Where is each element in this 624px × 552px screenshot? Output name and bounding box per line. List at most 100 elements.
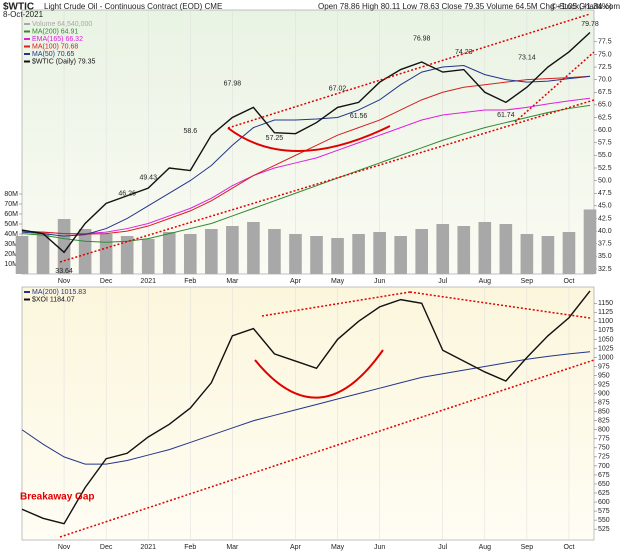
price-label: 67.98 bbox=[224, 81, 242, 88]
y-tick-label: 52.5 bbox=[598, 165, 612, 172]
x-tick-label: Jun bbox=[374, 278, 385, 285]
price-label: 76.98 bbox=[413, 35, 431, 42]
volume-bar bbox=[162, 232, 176, 274]
volume-bar bbox=[310, 236, 323, 274]
legend-label: MA(100) 70.68 bbox=[32, 43, 78, 50]
volume-bar bbox=[331, 238, 344, 274]
price-label: 67.02 bbox=[329, 86, 347, 93]
price-line bbox=[21, 65, 591, 237]
y-tick-label: 75.0 bbox=[598, 51, 612, 58]
x-tick-label: Aug bbox=[479, 278, 492, 285]
y-tick-label: 725 bbox=[598, 454, 610, 461]
x-tick-label: 2021 bbox=[140, 544, 156, 551]
price-line bbox=[21, 97, 591, 235]
y-tick-label: 950 bbox=[598, 372, 610, 379]
title: $WTIC bbox=[3, 2, 34, 13]
x-tick-label: Nov bbox=[58, 278, 71, 285]
volume-bar bbox=[36, 232, 50, 274]
trendlines bbox=[59, 13, 595, 538]
x-tick-label: Aug bbox=[479, 544, 492, 551]
volume-bar bbox=[457, 226, 471, 274]
price-line bbox=[21, 31, 591, 254]
y-tick-label: 40.0 bbox=[598, 228, 612, 235]
x-tick-label: Feb bbox=[184, 544, 196, 551]
price-label: 49.43 bbox=[139, 174, 157, 181]
volume-bar bbox=[289, 234, 302, 274]
volume-bar bbox=[226, 226, 239, 274]
arcs bbox=[227, 125, 391, 399]
x-tick-label: Dec bbox=[100, 544, 113, 551]
volume-bar bbox=[394, 236, 407, 274]
quote: Open 78.86 High 80.11 Low 78.63 Close 79… bbox=[318, 2, 612, 11]
x-tick-label: Oct bbox=[564, 544, 575, 551]
subtitle: Light Crude Oil - Continuous Contract (E… bbox=[44, 2, 222, 11]
volume-bar bbox=[141, 239, 155, 274]
price-line bbox=[21, 290, 591, 525]
volume-bar bbox=[78, 229, 92, 274]
price-label: 46.26 bbox=[118, 190, 136, 197]
y-tick-label: 57.5 bbox=[598, 140, 612, 147]
y-tick-label: 1025 bbox=[598, 345, 614, 352]
y-tick-label: 875 bbox=[598, 400, 610, 407]
legend-label: MA(200) 1015.83 bbox=[32, 289, 86, 296]
annotation: Breakaway Gap bbox=[20, 492, 95, 503]
y2-tick-label: 60M bbox=[4, 211, 18, 218]
y-tick-label: 77.5 bbox=[598, 39, 612, 46]
y-tick-label: 1000 bbox=[598, 354, 614, 361]
marks: Nov Dec 2021 Feb Mar Apr May Jun Jul Aug Sep Oct 32.… bbox=[4, 10, 614, 551]
x-tick-label: Mar bbox=[226, 278, 239, 285]
volume-bar bbox=[205, 229, 218, 274]
legend-label: EMA(165) 66.32 bbox=[32, 36, 83, 43]
y-tick-label: 45.0 bbox=[598, 203, 612, 210]
y-tick-label: 1075 bbox=[598, 327, 614, 334]
y-tick-label: 975 bbox=[598, 363, 610, 370]
y-tick-label: 850 bbox=[598, 409, 610, 416]
x-tick-label: Jun bbox=[374, 544, 385, 551]
y2-tick-label: 40M bbox=[4, 231, 18, 238]
volume-bar bbox=[562, 232, 576, 274]
price-label: 57.25 bbox=[266, 135, 284, 142]
date: 8-Oct-2021 bbox=[3, 10, 44, 19]
volume-bar bbox=[499, 224, 513, 274]
y2-tick-label: 10M bbox=[4, 261, 18, 268]
x-tick-label: Sep bbox=[521, 544, 534, 551]
y-tick-label: 35.0 bbox=[598, 253, 612, 260]
y-tick-label: 32.5 bbox=[598, 266, 612, 273]
volume-bar bbox=[15, 236, 29, 274]
x-tick-label: May bbox=[331, 544, 345, 551]
price-line bbox=[21, 351, 591, 465]
y-tick-label: 750 bbox=[598, 445, 610, 452]
y-tick-label: 1150 bbox=[598, 300, 613, 307]
y-tick-label: 800 bbox=[598, 427, 610, 434]
x-tick-label: Sep bbox=[521, 278, 534, 285]
x-tick-label: Mar bbox=[226, 544, 239, 551]
volume-bar bbox=[436, 224, 450, 274]
volume-bar bbox=[99, 234, 113, 274]
credit: © StockCharts.com bbox=[551, 2, 620, 11]
y2-tick-label: 50M bbox=[4, 221, 18, 228]
legend-label: $XOI 1184.07 bbox=[32, 296, 75, 303]
volume-bar bbox=[120, 236, 134, 274]
legend-label: MA(50) 70.65 bbox=[32, 51, 75, 58]
x-tick-label: Feb bbox=[184, 278, 196, 285]
y2-tick-label: 20M bbox=[4, 251, 18, 258]
volume-bar bbox=[373, 232, 386, 274]
price-label: 74.23 bbox=[455, 49, 473, 56]
y-tick-label: 550 bbox=[598, 517, 610, 524]
x-tick-label: Dec bbox=[100, 278, 113, 285]
y-tick-label: 72.5 bbox=[598, 64, 612, 71]
volume-bar bbox=[415, 229, 429, 274]
volume-bar bbox=[541, 236, 555, 274]
y-tick-label: 600 bbox=[598, 499, 610, 506]
y-tick-label: 925 bbox=[598, 381, 610, 388]
price-label: 58.6 bbox=[183, 128, 197, 135]
y-tick-label: 775 bbox=[598, 436, 610, 443]
volume-bar bbox=[268, 229, 281, 274]
price-line bbox=[21, 104, 591, 243]
x-tick-label: Apr bbox=[290, 278, 302, 285]
y-tick-label: 62.5 bbox=[598, 114, 612, 121]
y2-tick-label: 30M bbox=[4, 241, 18, 248]
y-tick-label: 650 bbox=[598, 481, 610, 488]
y-tick-label: 60.0 bbox=[598, 127, 612, 134]
legend-label: MA(200) 64.91 bbox=[32, 28, 78, 35]
